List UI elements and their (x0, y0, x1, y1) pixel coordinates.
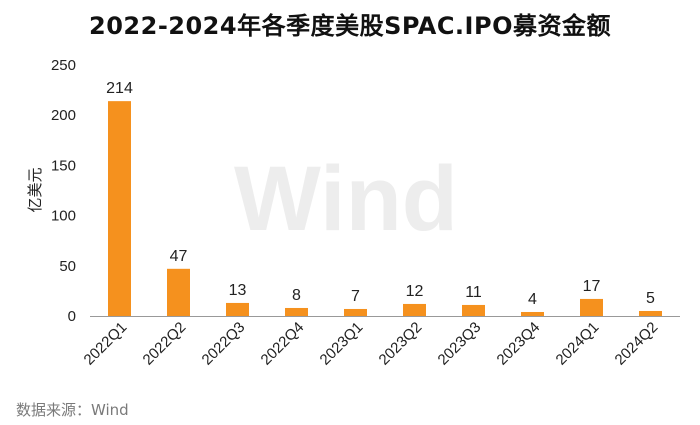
x-tick-label: 2022Q2 (140, 319, 190, 369)
y-tick-label: 150 (51, 157, 76, 174)
x-tick-label: 2024Q1 (553, 319, 603, 369)
y-tick-label: 250 (51, 57, 76, 74)
bar-2023Q4 (521, 311, 544, 316)
bar-2022Q3 (226, 302, 249, 316)
bar-2023Q1 (344, 308, 367, 316)
bar-2022Q2 (167, 268, 190, 316)
bar-2023Q2 (403, 303, 426, 316)
data-label-2023Q2: 12 (406, 283, 424, 300)
data-label-2024Q2: 5 (646, 290, 655, 307)
y-tick-label: 50 (59, 258, 76, 275)
x-tick-label: 2022Q3 (199, 319, 249, 369)
x-tick-label: 2023Q2 (376, 319, 426, 369)
bar-2024Q1 (580, 298, 603, 316)
data-labels: 214 47 13 8 7 12 11 4 17 5 (106, 80, 655, 308)
bar-2022Q4 (285, 307, 308, 316)
watermark: Wind (234, 148, 458, 250)
y-tick-label: 100 (51, 208, 76, 225)
x-axis-ticks: 2022Q1 2022Q2 2022Q3 2022Q4 2023Q1 2023Q2 2023… (81, 319, 662, 369)
data-label-2023Q4: 4 (528, 291, 537, 308)
data-label-2023Q3: 11 (465, 284, 482, 301)
y-axis-ticks: 0 50 100 150 200 250 (51, 57, 76, 325)
x-tick-label: 2023Q4 (494, 319, 544, 369)
bars (108, 101, 662, 316)
data-label-2022Q2: 47 (170, 248, 188, 265)
y-tick-label: 200 (51, 107, 76, 124)
y-axis-label: 亿美元 (26, 167, 44, 212)
x-tick-label: 2023Q3 (435, 319, 485, 369)
data-label-2022Q4: 8 (292, 287, 301, 304)
x-tick-label: 2023Q1 (317, 319, 367, 369)
y-tick-label: 0 (68, 308, 76, 325)
data-label-2022Q1: 214 (106, 80, 133, 97)
x-tick-label: 2022Q4 (258, 319, 308, 369)
chart-title: 2022-2024年各季度美股SPAC.IPO募资金额 (89, 12, 611, 40)
data-label-2023Q1: 7 (351, 288, 360, 305)
data-label-2022Q3: 13 (229, 282, 247, 299)
bar-2024Q2 (639, 310, 662, 316)
source-note: 数据来源：Wind (16, 401, 129, 419)
data-label-2024Q1: 17 (583, 278, 601, 295)
bar-2022Q1 (108, 101, 131, 316)
bar-2023Q3 (462, 304, 485, 316)
x-tick-label: 2024Q2 (612, 319, 662, 369)
x-tick-label: 2022Q1 (81, 319, 131, 369)
